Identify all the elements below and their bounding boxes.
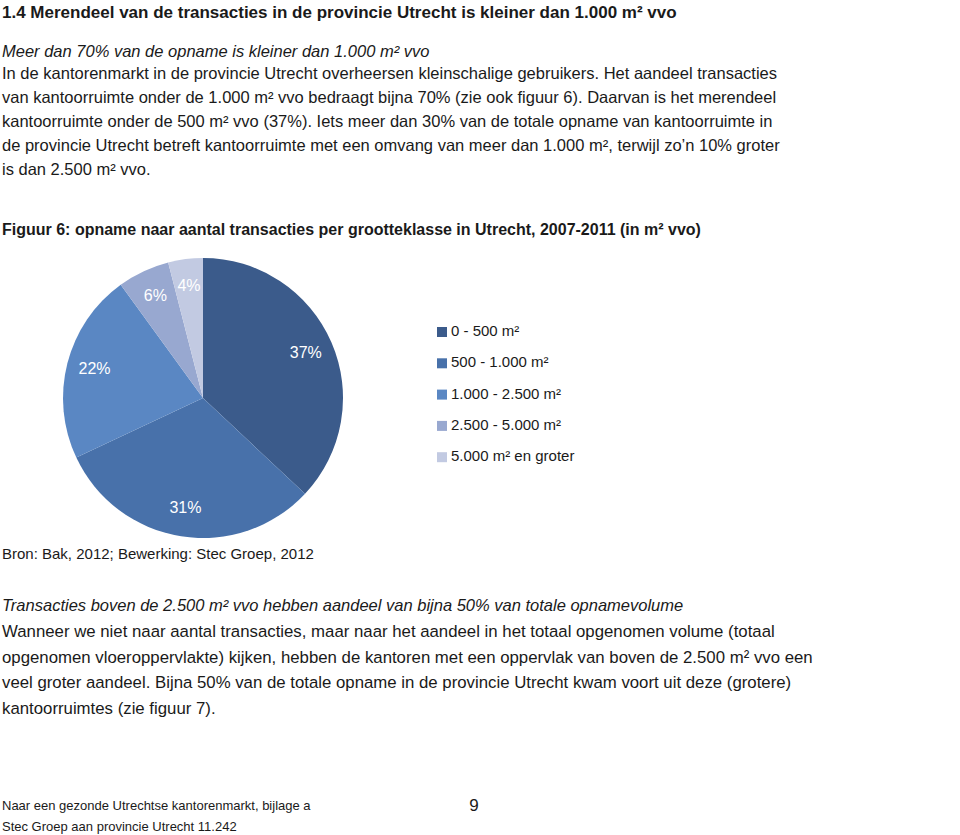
legend-swatch [437,452,447,462]
page: 1.4 Merendeel van de transacties in de p… [0,0,960,835]
legend-entry: 0 - 500 m² [451,322,519,339]
paragraph-line: de provincie Utrecht betreft kantoorruim… [2,136,780,154]
heading: 1.4 Merendeel van de transacties in de p… [2,3,677,22]
legend-entry: 500 - 1.000 m² [451,353,549,370]
data-labels: 37% 31% 22% 6% 4% [79,277,322,516]
paragraph-line: is dan 2.500 m² vvo. [2,160,151,178]
paragraph-line: veel groter aandeel. Bijna 50% van de to… [2,673,791,692]
legend-entry: 5.000 m² en groter [451,447,574,464]
pie [63,258,343,538]
paragraph-line: Wanneer we niet naar aantal transacties,… [2,622,775,641]
legend-swatch [437,358,447,368]
footer-text: Stec Groep aan provincie Utrecht 11.242 [2,819,237,834]
subheading: Transacties boven de 2.500 m² vvo hebben… [2,596,683,614]
pie-slice [168,258,203,398]
page-number: 9 [469,796,478,815]
data-label: 31% [169,499,201,516]
chart-title: Figuur 6: opname naar aantal transacties… [2,221,701,238]
legend: 0 - 500 m² 500 - 1.000 m² 1.000 - 2.500 m²… [437,322,574,464]
data-label: 4% [177,277,200,294]
legend-swatch [437,421,447,431]
data-label: 22% [79,360,111,377]
source: Bron: Bak, 2012; Bewerking: Stec Groep, … [2,545,314,562]
legend-swatch [437,327,447,337]
paragraph-line: van kantoorruimte onder de 1.000 m² vvo … [2,88,776,106]
paragraph-line: kantoorruimtes (zie figuur 7). [2,699,216,718]
paragraph-line: opgenomen vloeroppervlakte) kijken, hebb… [2,648,813,667]
data-label: 37% [290,344,322,361]
paragraph-line: In de kantorenmarkt in de provincie Utre… [2,64,777,82]
data-label: 6% [144,287,167,304]
paragraph-line: kantoorruimte onder de 500 m² vvo (37%).… [2,112,772,130]
legend-swatch [437,390,447,400]
subheading: Meer dan 70% van de opname is kleiner da… [2,42,429,60]
legend-entry: 1.000 - 2.500 m² [451,385,561,402]
footer-text: Naar een gezonde Utrechtse kantorenmarkt… [2,798,311,813]
legend-entry: 2.500 - 5.000 m² [451,416,561,433]
